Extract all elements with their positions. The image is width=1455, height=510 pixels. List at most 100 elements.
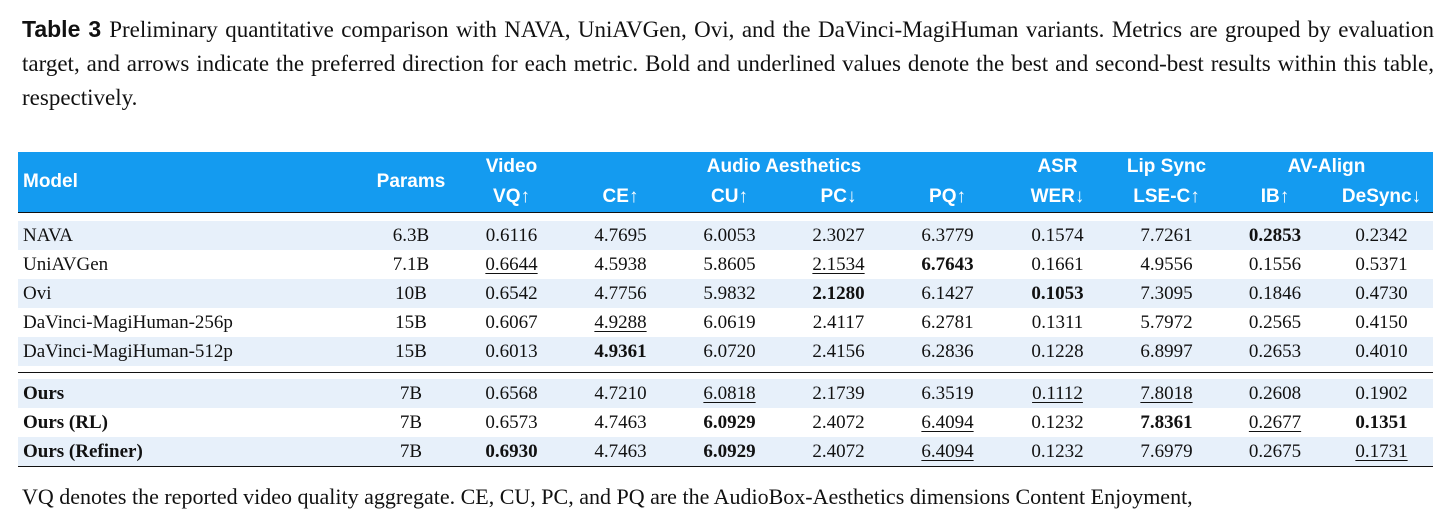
cell-value: 6.0929	[703, 440, 756, 462]
cell: 7.6979	[1113, 437, 1220, 467]
cell: 6.0818	[675, 379, 784, 408]
cell: 6.3519	[893, 379, 1002, 408]
cell: 0.6568	[457, 379, 566, 408]
row: NAVA 6.3B 0.6116 4.7695 6.0053 2.3027 6.3779 0.…	[18, 221, 1434, 250]
cell-value: 7.8018	[1140, 382, 1193, 404]
cell: 6.0720	[675, 337, 784, 366]
model-cell: Ovi	[18, 279, 365, 308]
cell: 0.1902	[1330, 379, 1434, 408]
cell: 6.8997	[1113, 337, 1220, 366]
cell: 4.9361	[566, 337, 675, 366]
group-header: Audio Aesthetics	[566, 144, 1002, 182]
cell: 0.2677	[1220, 408, 1330, 437]
header: Params	[365, 144, 457, 213]
row: DaVinci-MagiHuman-512p 15B 0.6013 4.9361 6.0…	[18, 337, 1434, 366]
cell: 0.6116	[457, 221, 566, 250]
cell: 0.1731	[1330, 437, 1434, 467]
cell: 0.1574	[1002, 221, 1113, 250]
cell-value: 7.1B	[392, 253, 430, 275]
cell: 2.3027	[784, 221, 893, 250]
cell-value: 0.6930	[485, 440, 538, 462]
cell-value: 2.1534	[812, 253, 865, 275]
caption-text: Preliminary quantitative comparison with…	[22, 17, 1434, 110]
cell-value: 7.3095	[1140, 282, 1193, 304]
cell: 6.7643	[893, 250, 1002, 279]
cell: 0.6013	[457, 337, 566, 366]
cell-value: 7.8361	[1140, 411, 1193, 433]
cell: 4.7756	[566, 279, 675, 308]
cell-value: 2.1280	[812, 282, 865, 304]
cell: 0.6644	[457, 250, 566, 279]
cell-value: 6.0818	[703, 382, 756, 404]
cell-value: 4.5938	[594, 253, 647, 275]
cell-value: 5.8605	[703, 253, 756, 275]
cell-value: 5.9832	[703, 282, 756, 304]
cell: 5.8605	[675, 250, 784, 279]
cell-value: 0.6116	[485, 224, 538, 246]
metric-header: IB↑	[1220, 182, 1330, 213]
cell: 0.4730	[1330, 279, 1434, 308]
cell: 0.5371	[1330, 250, 1433, 279]
group-header: Lip Sync	[1113, 144, 1220, 182]
metric-header: CU↑	[675, 182, 784, 213]
metric-header: CE↑	[566, 182, 675, 213]
cell: 4.9556	[1113, 250, 1220, 279]
cell-value: 0.1053	[1031, 282, 1084, 304]
group-header: AV-Align	[1220, 144, 1434, 182]
model-cell: DaVinci-MagiHuman-256p	[23, 311, 233, 333]
cell-value: 0.2675	[1248, 440, 1302, 462]
model-cell: Ours	[18, 379, 365, 408]
row: Ours (Refiner) 7B 0.6930 4.7463 6.0929 2.4072…	[18, 437, 1434, 467]
cell: 10B	[365, 279, 457, 308]
cell-value: 7B	[399, 440, 423, 462]
caption: Table 3 Preliminary quantitative comparis…	[22, 12, 1434, 115]
cell-value: 0.2853	[1248, 224, 1302, 246]
cell: 0.1661	[1002, 250, 1113, 279]
cell: 6.0053	[675, 221, 784, 250]
metric-header: WER↓	[1002, 182, 1113, 213]
cell-value: 10B	[395, 282, 427, 304]
metric-header: DeSync↓	[1330, 182, 1434, 213]
caption-label: Table 3	[22, 16, 102, 42]
cell-value: 4.7695	[594, 224, 647, 246]
cell: 7.3095	[1113, 279, 1220, 308]
cell-value: 6.1427	[921, 282, 974, 304]
metric-header: PC↓	[784, 182, 893, 213]
row: Ovi 10B 0.6542 4.7756 5.9832 2.1280 6.1427 0.10…	[18, 279, 1434, 308]
cell-value: 0.2565	[1248, 311, 1302, 333]
cell-value: 5.7972	[1140, 311, 1193, 333]
cell-value: 7B	[399, 411, 423, 433]
results-table: Model Params Video Audio Aesthetics ASR …	[18, 144, 1434, 467]
cell: 6.0929	[675, 437, 784, 467]
group-header: ASR	[1002, 144, 1113, 182]
cell: 7B	[365, 437, 457, 467]
cell-value: 0.1228	[1031, 340, 1084, 362]
cell-value: 6.0053	[703, 224, 756, 246]
cell: 4.7695	[566, 221, 675, 250]
cell: 0.1556	[1220, 250, 1330, 279]
cell-value: 0.5371	[1355, 253, 1408, 275]
model-cell: Ours (RL)	[23, 411, 108, 433]
cell: 0.1228	[1002, 337, 1113, 366]
cell-value: 0.4730	[1355, 282, 1408, 304]
cell: 6.1427	[893, 279, 1002, 308]
cell-value: 6.4094	[921, 440, 974, 462]
cell: 0.1311	[1002, 308, 1113, 337]
cell: 0.6573	[457, 408, 566, 437]
cell-value: 2.4117	[812, 311, 865, 333]
cell: 5.9832	[675, 279, 784, 308]
cell: 2.4072	[784, 437, 893, 467]
cell-value: 6.8997	[1140, 340, 1193, 362]
cell-value: 6.3779	[921, 224, 974, 246]
cell: 0.4150	[1330, 308, 1433, 337]
cell: 4.7463	[566, 408, 675, 437]
cell-value: 4.7463	[594, 411, 647, 433]
cell: 7B	[365, 379, 457, 408]
cell: 15B	[365, 308, 457, 337]
cell-value: 0.4010	[1355, 340, 1408, 362]
group-header: Video	[457, 144, 566, 182]
cell-value: 15B	[395, 340, 427, 362]
metric-header: PQ↑	[893, 182, 1002, 213]
row: UniAVGen 7.1B 0.6644 4.5938 5.8605 2.1534 6.76…	[18, 250, 1433, 279]
cell-value: 4.7210	[594, 382, 647, 404]
